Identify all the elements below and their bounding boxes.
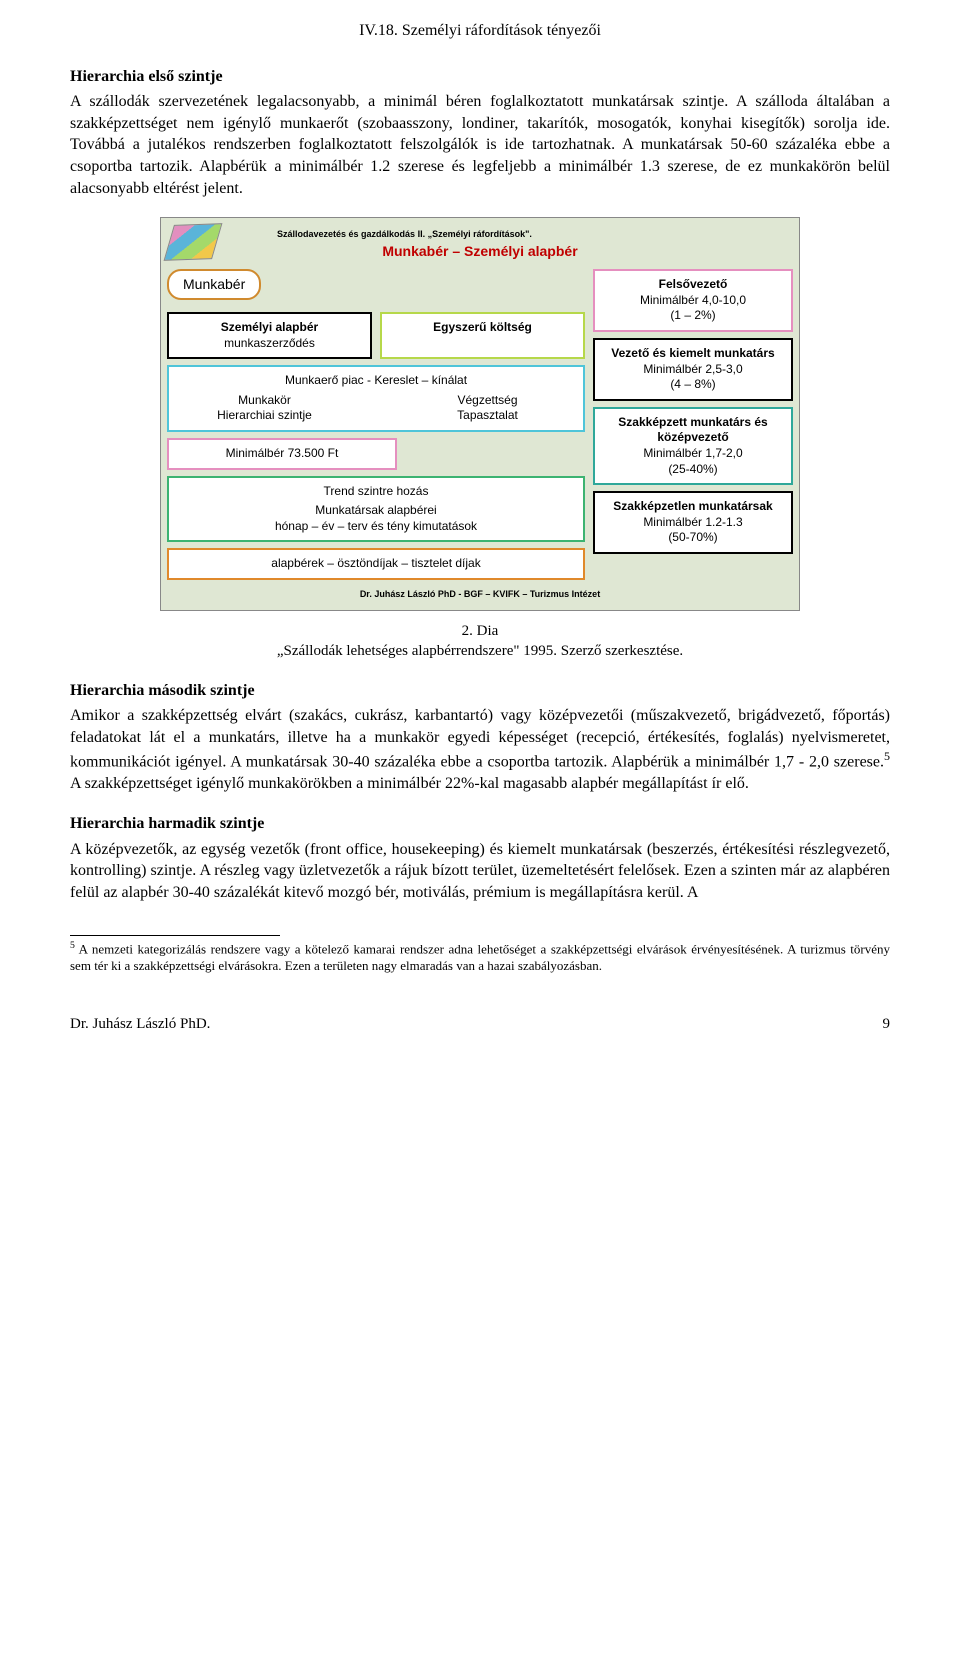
badge-munkaber: Munkabér [167, 269, 585, 306]
footnote-5: 5 A nemzeti kategorizálás rendszere vagy… [70, 940, 890, 974]
box-trend: Trend szintre hozás Munkatársak alapbére… [167, 476, 585, 543]
r-l1: Minimálbér 4,0-10,0 [599, 293, 787, 309]
wage-diagram: Szállodavezetés és gazdálkodás II. „Szem… [160, 217, 800, 611]
box-felsovezeto: Felsővezető Minimálbér 4,0-10,0 (1 – 2%) [593, 269, 793, 332]
r-t: Szakképzetlen munkatársak [599, 499, 787, 515]
level1-paragraph: A szállodák szervezetének legalacsonyabb… [70, 91, 890, 199]
footnote-ref-5: 5 [884, 749, 890, 763]
l2-p1: Amikor a szakképzettség elvárt (szakács,… [70, 707, 890, 771]
r-t: Szakképzett munkatárs és középvezető [599, 415, 787, 446]
h3-level3-title: Hierarchia harmadik szintje [70, 813, 890, 835]
diagram-icon [169, 224, 217, 260]
box-minimalber: Minimálbér 73.500 Ft [167, 438, 397, 470]
trend-l2: hónap – év – terv és tény kimutatások [173, 519, 579, 535]
diagram-footer: Dr. Juhász László PhD - BGF – KVIFK – Tu… [167, 588, 793, 600]
box-szakkepzett: Szakképzett munkatárs és középvezető Min… [593, 407, 793, 485]
figure-caption: 2. Dia„Szállodák lehetséges alapbérrends… [70, 621, 890, 662]
mp-r1: Végzettség [396, 393, 579, 409]
mp-r2: Tapasztalat [396, 408, 579, 424]
box-szemelyi-alapber: Személyi alapbér munkaszerződés [167, 312, 372, 359]
mp-l1: Munkakör [173, 393, 356, 409]
mp-l2: Hierarchiai szintje [173, 408, 356, 424]
r-t: Vezető és kiemelt munkatárs [599, 346, 787, 362]
footer-page-number: 9 [883, 1014, 891, 1034]
diagram-title: Munkabér – Személyi alapbér [167, 242, 793, 261]
diagram-header: Szállodavezetés és gazdálkodás II. „Szem… [277, 228, 793, 240]
box-munkaero-piac: Munkaerő piac - Kereslet – kínálat Munka… [167, 365, 585, 432]
box-vezeto-kiemelt: Vezető és kiemelt munkatárs Minimálbér 2… [593, 338, 793, 401]
r-l2: (1 – 2%) [599, 308, 787, 324]
r-l2: (4 – 8%) [599, 377, 787, 393]
box-label: Egyszerű költség [386, 320, 579, 336]
r-l2: (50-70%) [599, 530, 787, 546]
mp-head: Munkaerő piac - Kereslet – kínálat [173, 373, 579, 389]
page-header: IV.18. Személyi ráfordítások tényezői [70, 20, 890, 42]
r-l1: Minimálbér 2,5-3,0 [599, 362, 787, 378]
page-footer: Dr. Juhász László PhD. 9 [70, 1014, 890, 1034]
r-l1: Minimálbér 1,7-2,0 [599, 446, 787, 462]
r-l2: (25-40%) [599, 462, 787, 478]
box-szakkepzetlen: Szakképzetlen munkatársak Minimálbér 1.2… [593, 491, 793, 554]
footnote-separator [70, 935, 280, 936]
h1-level1-title: Hierarchia első szintje [70, 66, 890, 88]
box-egyszeru-koltseg: Egyszerű költség [380, 312, 585, 359]
box-sub: munkaszerződés [173, 336, 366, 352]
h2-level2-title: Hierarchia második szintje [70, 680, 890, 702]
trend-l1: Munkatársak alapbérei [173, 503, 579, 519]
box-title: Személyi alapbér [173, 320, 366, 336]
box-alapberek: alapbérek – ösztöndíjak – tisztelet díja… [167, 548, 585, 580]
l2-p2: A szakképzettséget igénylő munkakörökben… [70, 775, 749, 792]
level3-paragraph: A középvezetők, az egység vezetők (front… [70, 839, 890, 904]
r-l1: Minimálbér 1.2-1.3 [599, 515, 787, 531]
level2-paragraph: Amikor a szakképzettség elvárt (szakács,… [70, 705, 890, 795]
r-t: Felsővezető [599, 277, 787, 293]
figure-container: Szállodavezetés és gazdálkodás II. „Szem… [70, 217, 890, 611]
badge-label: Munkabér [167, 269, 261, 300]
trend-t: Trend szintre hozás [173, 484, 579, 500]
footnote-text: A nemzeti kategorizálás rendszere vagy a… [70, 942, 890, 973]
footer-author: Dr. Juhász László PhD. [70, 1014, 210, 1034]
